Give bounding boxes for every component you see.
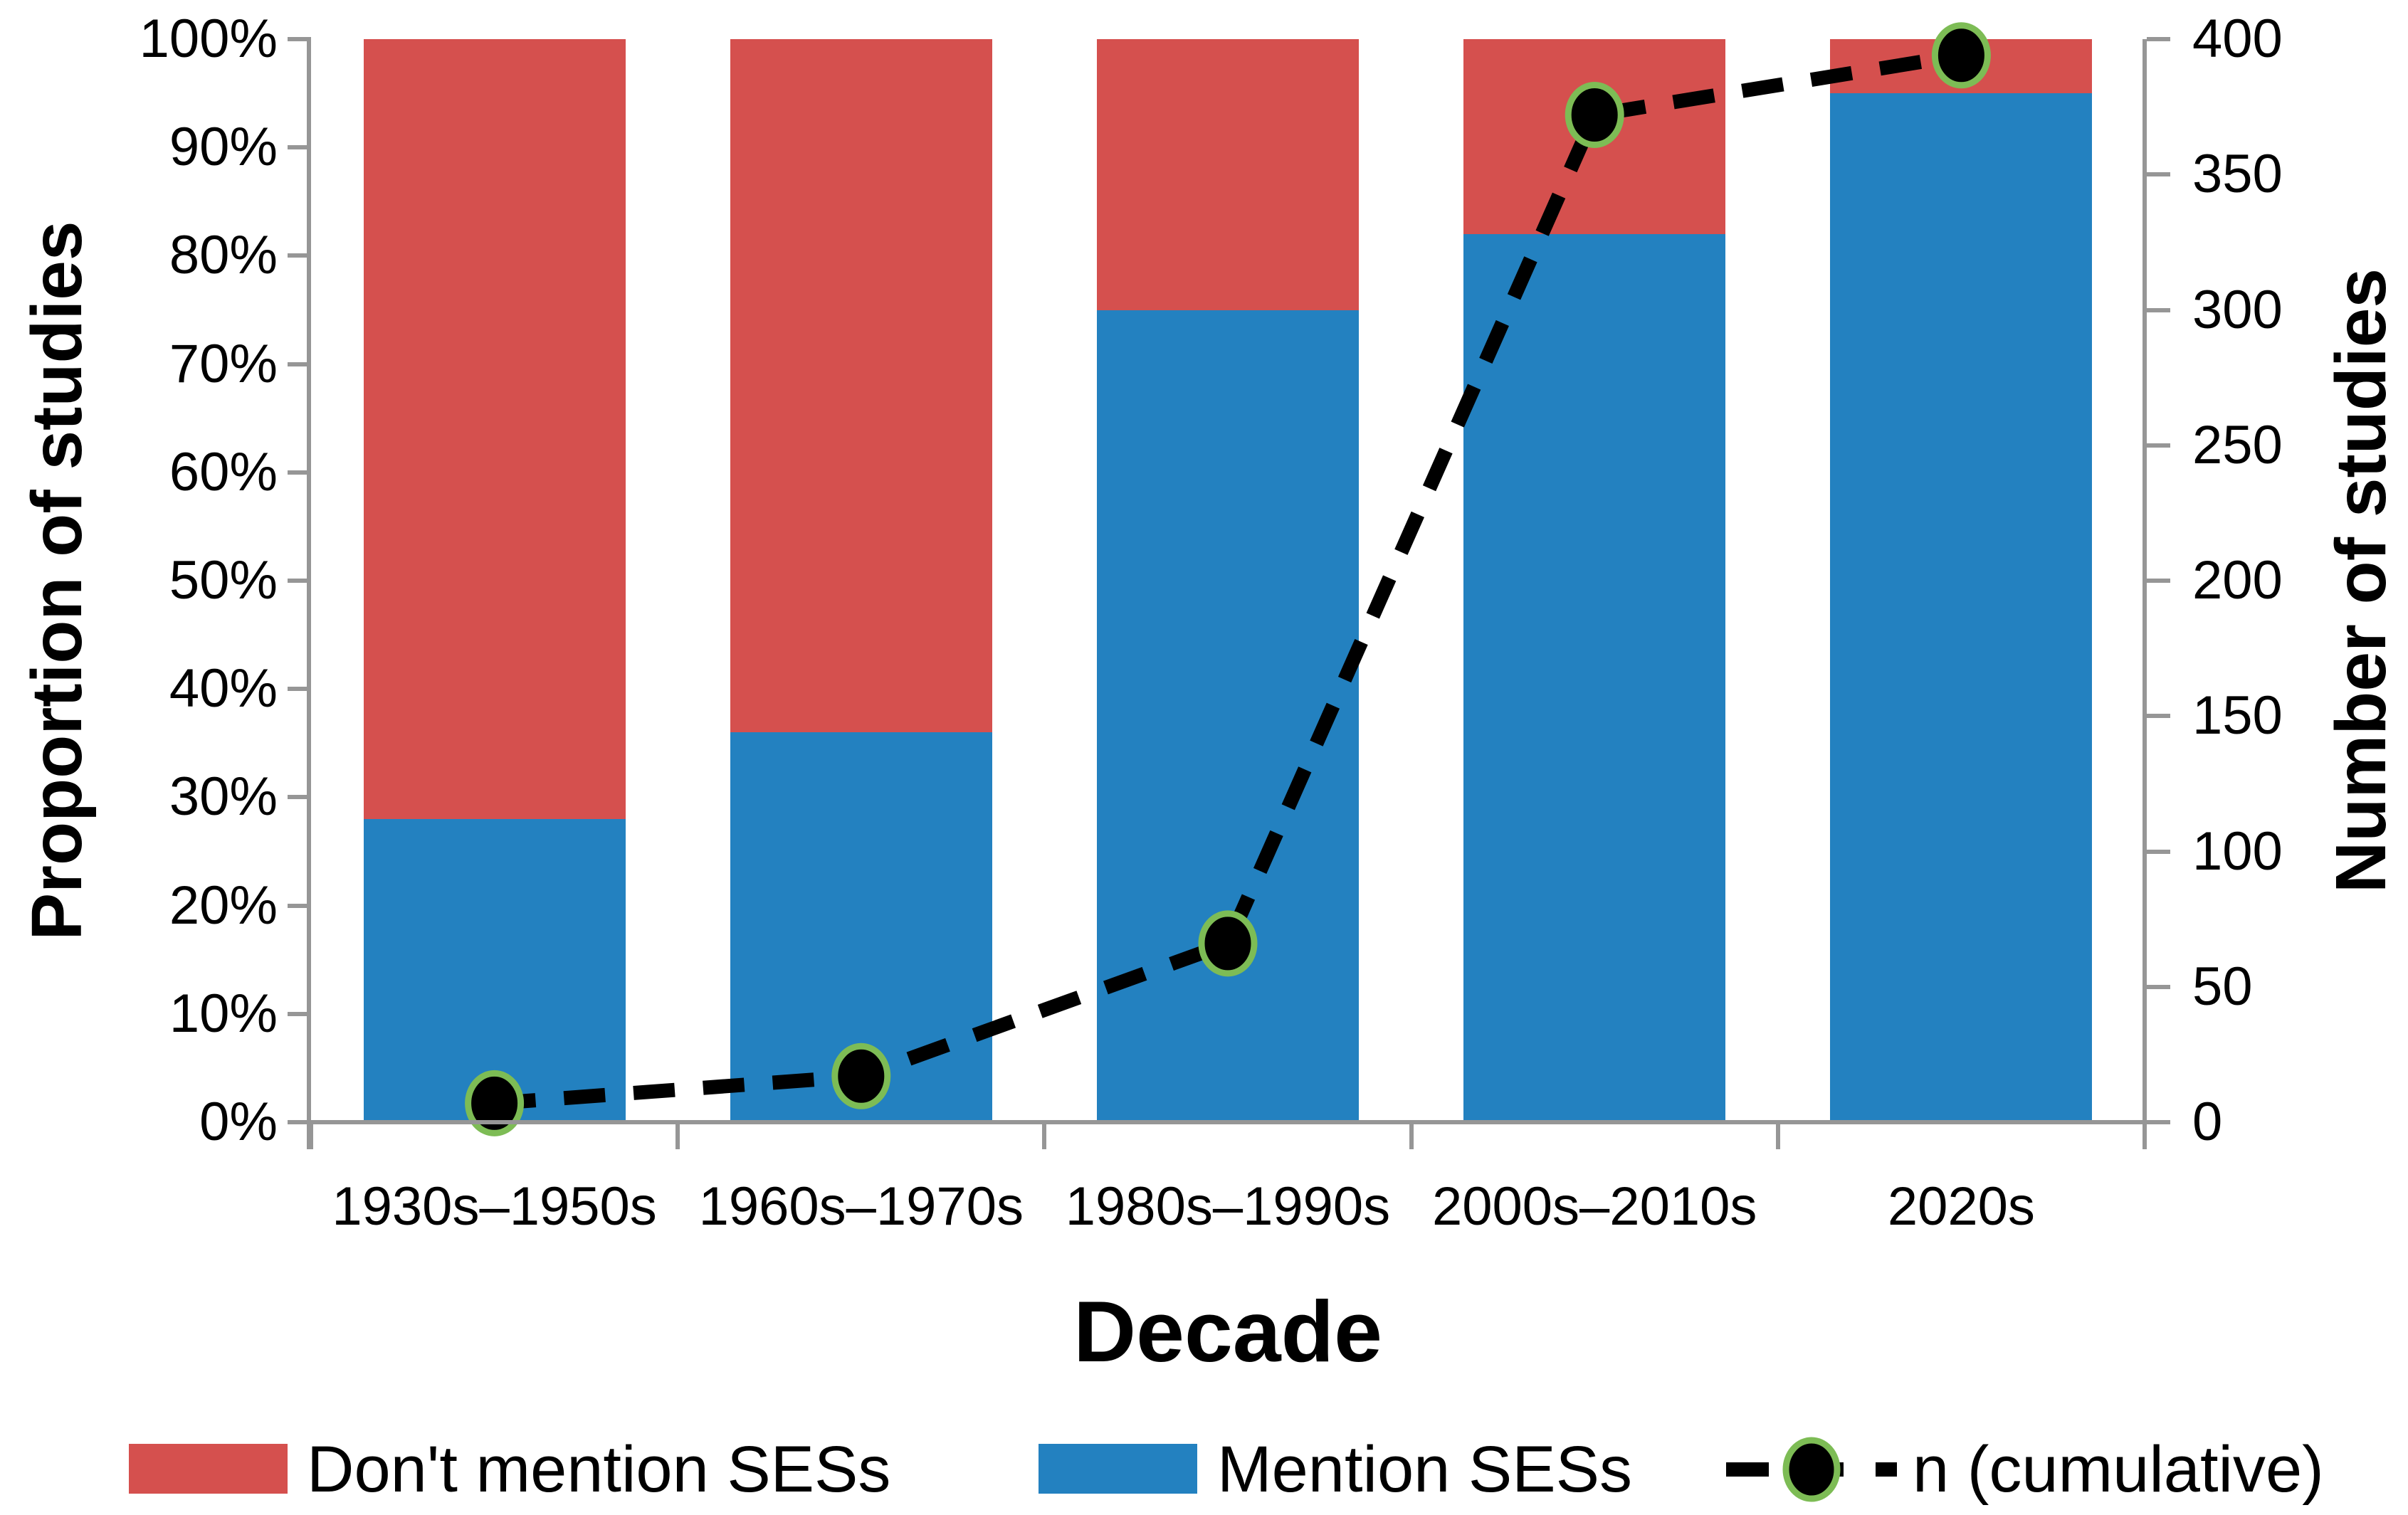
- left-axis-tick-label: 50%: [169, 550, 278, 611]
- right-axis-tick-label: 50: [2192, 956, 2253, 1017]
- left-axis-tick: [288, 253, 311, 258]
- left-axis-tick: [288, 795, 311, 800]
- left-axis-tick: [288, 37, 311, 41]
- x-axis-tick: [309, 1122, 313, 1149]
- left-axis-tick-label: 80%: [169, 225, 278, 286]
- right-axis-tick: [2147, 443, 2170, 448]
- left-axis-line: [307, 39, 311, 1149]
- left-axis-tick: [288, 470, 311, 475]
- x-axis-title: Decade: [1073, 1283, 1383, 1380]
- x-tick-label: 1930s–1950s: [332, 1176, 657, 1237]
- left-axis-tick: [288, 361, 311, 366]
- right-axis-tick: [2147, 37, 2170, 41]
- left-axis-tick-label: 60%: [169, 441, 278, 502]
- x-axis-tick: [2143, 1122, 2147, 1149]
- right-axis-tick-label: 350: [2192, 144, 2283, 205]
- left-axis-tick-label: 10%: [169, 983, 278, 1044]
- right-axis-tick-label: 250: [2192, 414, 2283, 475]
- cumulative-marker: [1565, 82, 1624, 148]
- plot-area: [311, 22, 2145, 1136]
- right-axis-tick: [2147, 172, 2170, 177]
- left-axis-tick-label: 30%: [169, 766, 278, 828]
- right-axis-tick-label: 100: [2192, 820, 2283, 882]
- right-axis-tick: [2147, 579, 2170, 583]
- right-axis-title: Number of studies: [2321, 268, 2401, 893]
- segment-dont-mention-sess: [363, 39, 626, 819]
- cumulative-marker: [465, 1070, 525, 1136]
- legend-swatch-dont-mention: [129, 1444, 288, 1494]
- left-axis-tick: [288, 579, 311, 583]
- left-axis-tick: [288, 145, 311, 150]
- x-axis-tick: [1042, 1122, 1047, 1149]
- segment-dont-mention-sess: [730, 39, 992, 733]
- x-axis-line: [307, 1120, 2147, 1124]
- legend-label-mention: Mention SESs: [1217, 1433, 1632, 1506]
- right-axis-tick-label: 150: [2192, 685, 2283, 746]
- left-axis-tick-label: 40%: [169, 658, 278, 719]
- x-tick-label: 2020s: [1887, 1176, 2035, 1237]
- left-axis-tick: [288, 1120, 311, 1124]
- right-axis-tick: [2147, 1120, 2170, 1124]
- left-axis-tick-label: 0%: [199, 1092, 278, 1152]
- stacked-bar: [1097, 39, 1359, 1122]
- cumulative-marker: [1931, 22, 1991, 89]
- x-axis-tick: [675, 1122, 680, 1149]
- right-axis-tick: [2147, 307, 2170, 312]
- x-tick-label: 1960s–1970s: [698, 1176, 1024, 1237]
- x-tick-label: 2000s–2010s: [1431, 1176, 1757, 1237]
- stacked-bar: [1830, 39, 2093, 1122]
- right-axis-tick: [2147, 984, 2170, 989]
- cumulative-marker: [831, 1042, 891, 1109]
- left-axis-tick-label: 100%: [139, 9, 278, 69]
- right-axis-tick-label: 400: [2192, 9, 2283, 69]
- left-axis-tick-label: 90%: [169, 117, 278, 178]
- right-axis-tick: [2147, 714, 2170, 719]
- stacked-bar: [1463, 39, 1726, 1122]
- cumulative-line: [493, 48, 1963, 1111]
- left-axis-tick-label: 20%: [169, 875, 278, 936]
- x-axis-tick: [1775, 1122, 1780, 1149]
- segment-mention-sess: [1463, 233, 1726, 1122]
- left-axis-tick-label: 70%: [169, 333, 278, 394]
- segment-dont-mention-sess: [1097, 39, 1359, 310]
- stacked-bar: [730, 39, 992, 1122]
- stacked-bar: [363, 39, 626, 1122]
- right-axis-tick-label: 300: [2192, 279, 2283, 340]
- right-axis-tick-label: 200: [2192, 550, 2283, 611]
- legend-label-cumulative: n (cumulative): [1913, 1433, 2324, 1506]
- x-tick-label: 1980s–1990s: [1065, 1176, 1391, 1237]
- left-axis-tick: [288, 903, 311, 908]
- right-axis-tick: [2147, 849, 2170, 854]
- right-axis-tick-label: 0: [2192, 1092, 2223, 1152]
- legend-line-marker-icon: [1782, 1437, 1841, 1502]
- x-axis-tick: [1409, 1122, 1414, 1149]
- cumulative-marker: [1198, 910, 1258, 977]
- legend-label-dont-mention: Don't mention SESs: [307, 1433, 891, 1506]
- right-axis-line: [2143, 39, 2147, 1149]
- legend-swatch-mention: [1039, 1444, 1197, 1494]
- left-axis-tick: [288, 1011, 311, 1016]
- cumulative-line-layer: [465, 22, 1991, 1136]
- legend-line-marker-sample: [1726, 1437, 1897, 1502]
- left-axis-tick: [288, 687, 311, 692]
- segment-mention-sess: [1097, 310, 1359, 1122]
- segment-mention-sess: [1830, 93, 2093, 1122]
